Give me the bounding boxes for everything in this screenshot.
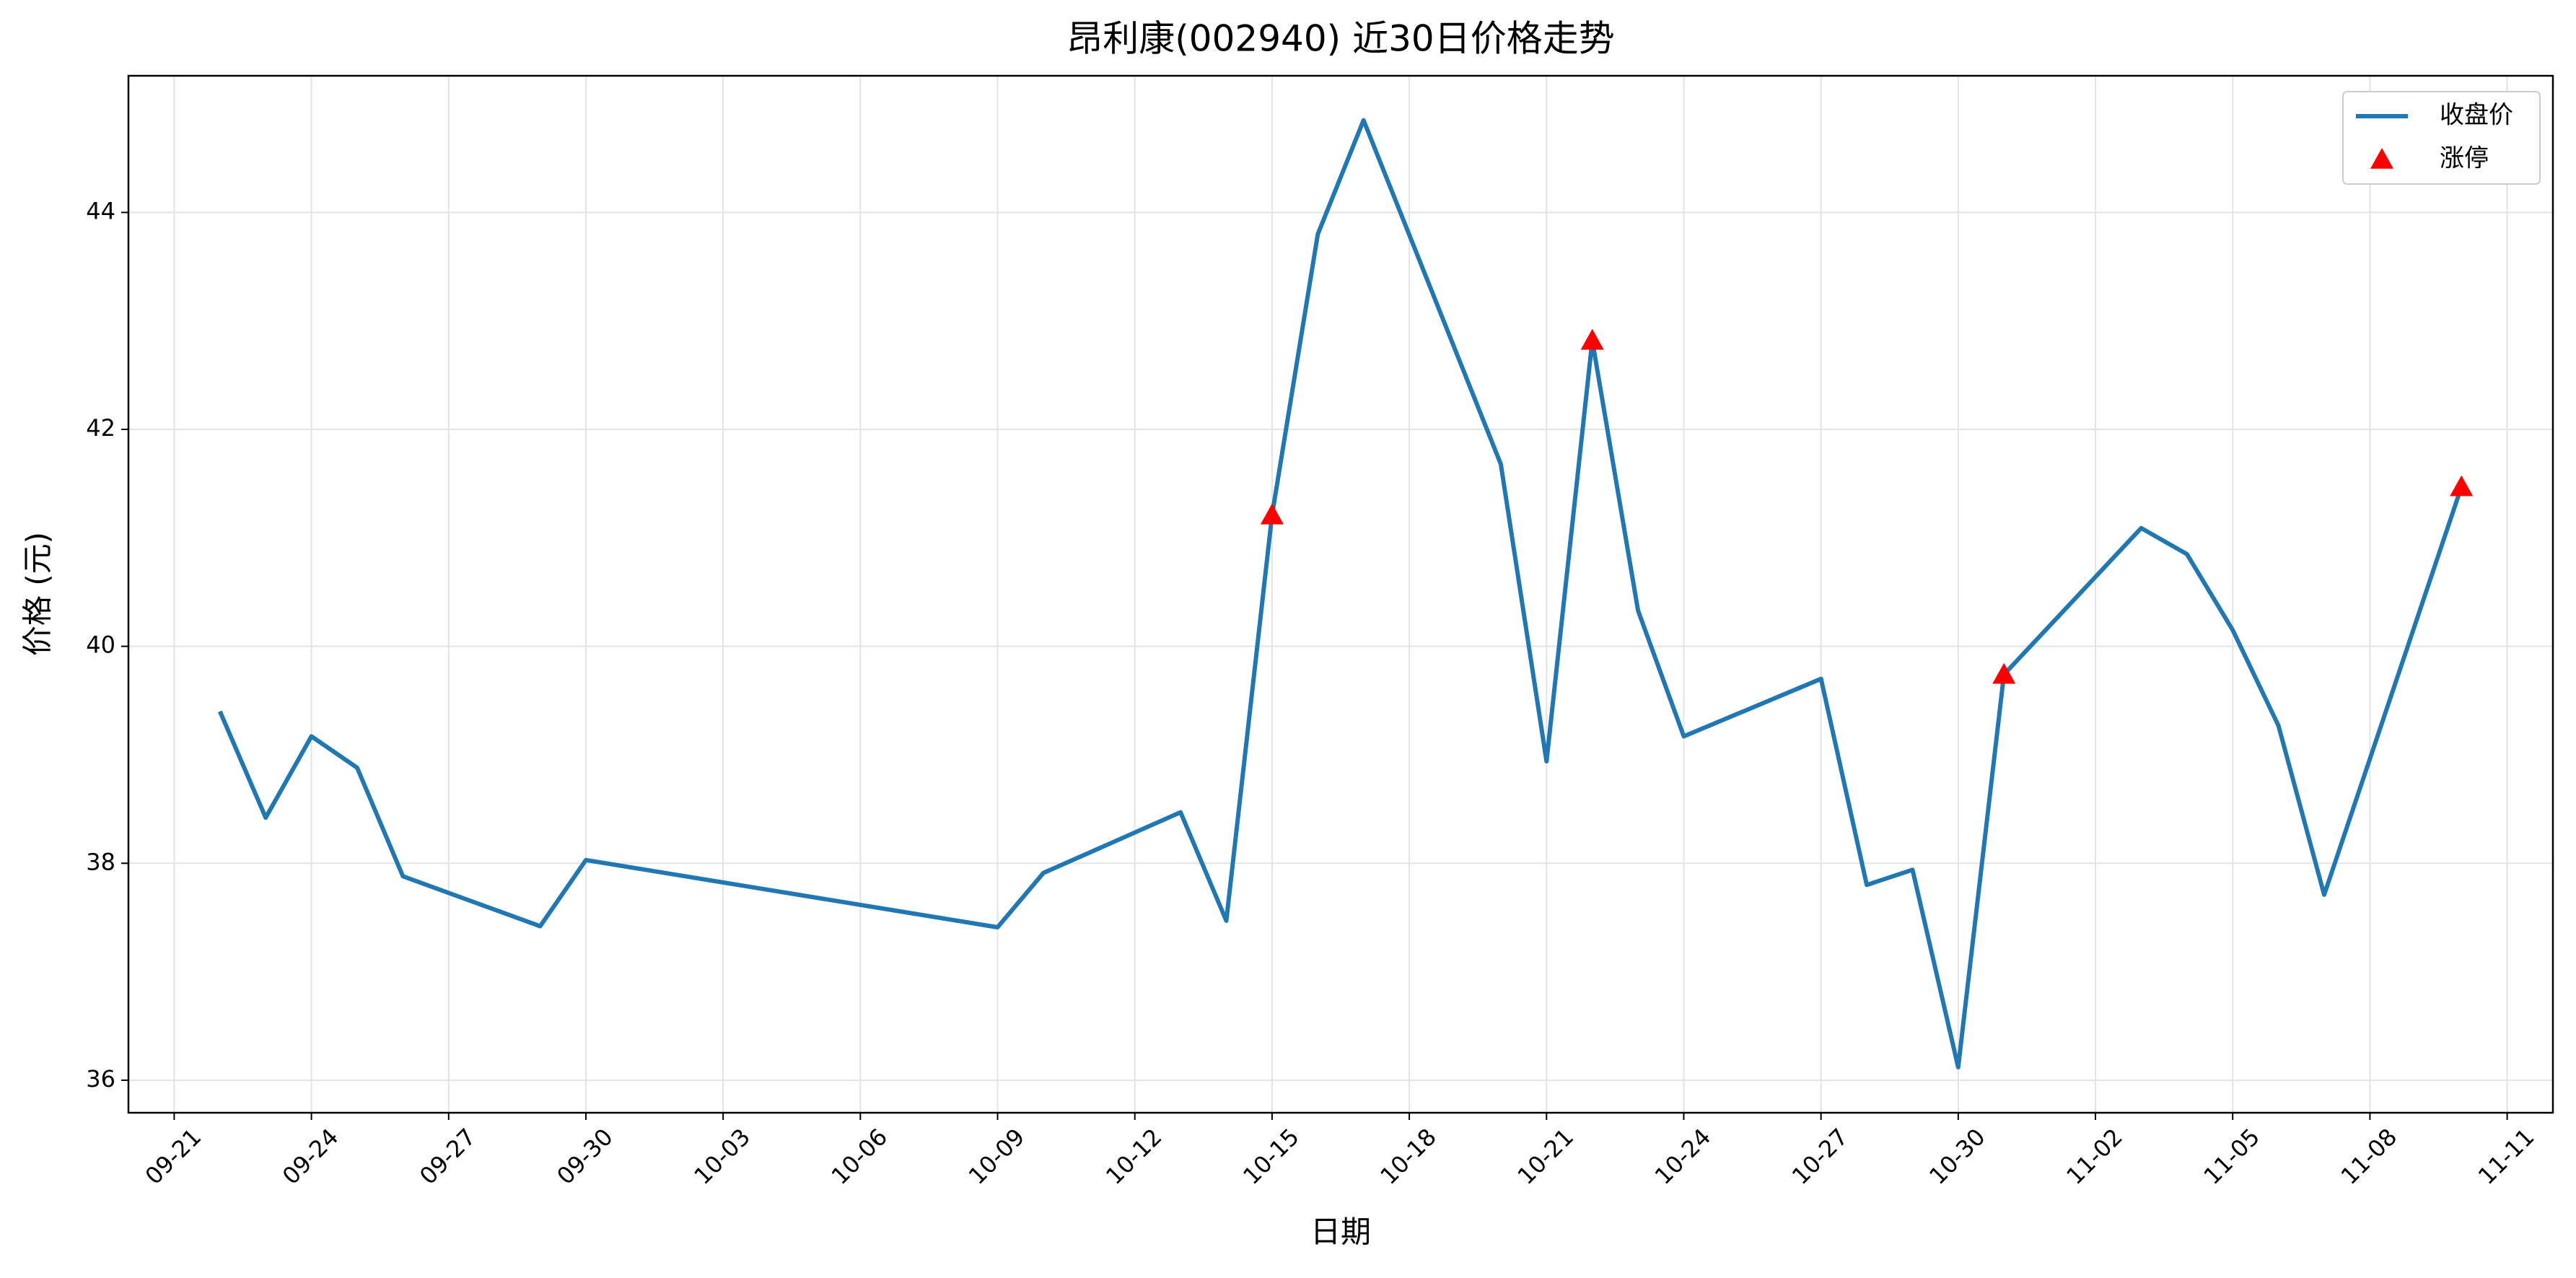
price-line <box>218 118 2464 1069</box>
limit-up-marker <box>2450 475 2474 496</box>
legend-marker <box>2370 148 2393 169</box>
limit-up-marker <box>1580 328 1604 350</box>
chart-title: 昂利康(002940) 近30日价格走势 <box>1066 18 1614 60</box>
x-axis-label: 日期 <box>1310 1214 1371 1250</box>
legend-label: 涨停 <box>2440 144 2489 173</box>
y-tick-label: 42 <box>86 414 115 442</box>
y-axis-label: 价格 (元) <box>20 532 56 656</box>
y-tick-label: 38 <box>86 848 115 875</box>
limit-up-marker <box>1260 503 1284 525</box>
y-tick-label: 40 <box>86 631 115 659</box>
plot-frame <box>127 74 2554 1114</box>
legend-label: 收盘价 <box>2440 101 2513 130</box>
y-tick-label: 44 <box>86 197 115 224</box>
limit-up-marker <box>1992 662 2016 684</box>
y-tick-label: 36 <box>86 1065 115 1093</box>
